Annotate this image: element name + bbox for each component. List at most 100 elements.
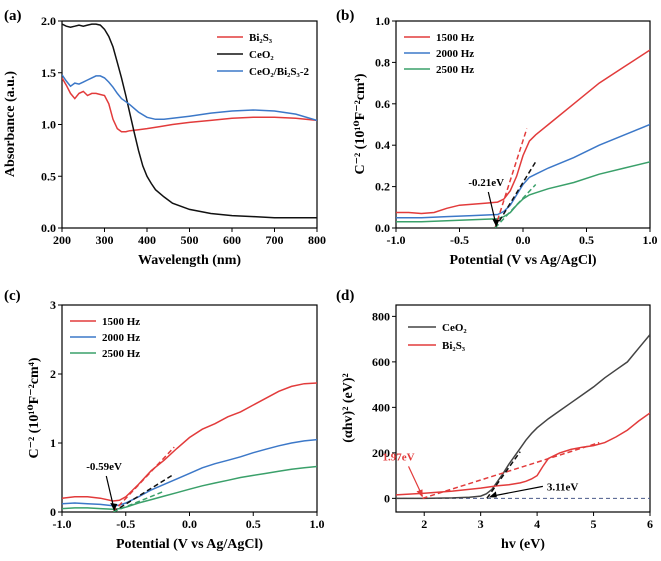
y-tick-label: 400 [372,400,390,414]
y-tick-label: 1.0 [375,14,390,28]
x-tick-label: 0.5 [246,517,261,531]
plot-area [62,23,317,219]
y-tick-label: 200 [372,446,390,460]
y-tick-label: 1 [50,436,56,450]
y-tick-label: 1.0 [41,118,56,132]
fit-line [494,184,537,228]
series-line-bi2s3 [396,412,650,496]
annotation-arrowhead-2 [488,491,497,498]
series-line-2000-hz [396,123,650,219]
y-tick-label: 0.2 [375,180,390,194]
legend-entry: 1500 Hz [436,32,474,44]
annotation-label: -0.21eV [468,177,504,189]
y-tick-label: 0.0 [375,221,390,235]
x-tick-label: -1.0 [53,517,72,531]
panel-label-d: (d) [336,288,354,304]
x-axis-label: hv (eV) [501,537,545,552]
y-tick-label: 0.6 [375,97,390,111]
x-axis-label: Potential (V vs Ag/AgCl) [116,537,263,552]
y-tick-label: 3 [50,298,56,312]
fit-line [112,473,175,512]
x-tick-label: 800 [308,233,326,247]
x-tick-label: 0.5 [579,233,594,247]
x-axis-label: Potential (V vs Ag/AgCl) [449,253,596,268]
x-tick-label: 200 [53,233,71,247]
y-tick-label: 0 [384,491,390,505]
legend-entry: Bi₂S₃ [249,32,273,44]
plot-frame [61,304,318,513]
x-tick-label: 6 [647,517,653,531]
plot-frame [395,20,651,229]
x-tick-label: 0.0 [182,517,197,531]
annotation-arrowhead [492,219,500,227]
chart-panel-c: -1.0 -0.5 0.0 0.5 1.0 0 1 2 3 Potential (V vs Ag/… [27,298,325,552]
panel-label-a: (a) [4,8,22,24]
x-tick-label: 2 [421,517,427,531]
y-axis-label: (αhv)² (eV)² [341,373,356,442]
series-line-2000-hz [62,438,317,507]
series-line-ceo2-bi2s3-2 [62,74,317,122]
legend-entry: Bi₂S₃ [442,340,466,352]
y-tick-label: 0.5 [41,169,56,183]
y-tick-label: 800 [372,309,390,323]
y-axis-label: Absorbance (a.u.) [3,71,18,178]
y-tick-label: 2 [50,367,56,381]
plot-frame [395,304,651,513]
x-tick-label: 3 [478,517,484,531]
plot-area [62,382,317,512]
y-tick-label: 0.0 [41,221,56,235]
y-tick-label: 600 [372,355,390,369]
series-line-ceo2 [62,23,317,219]
panel-label-c: (c) [4,288,21,304]
legend-entry: 2000 Hz [102,332,140,344]
y-tick-label: 0.4 [375,138,390,152]
plot-area [396,334,650,500]
y-tick-label: 1.5 [41,66,56,80]
fit-line [494,128,528,228]
annotation-arrow-2 [490,485,543,497]
series-line-bi2s3 [62,77,317,133]
series-line-2500-hz [62,465,317,510]
annotation-label-2: 3.11eV [547,481,579,493]
annotation-label-1: 1.97eV [383,451,415,463]
x-tick-label: -1.0 [387,233,406,247]
y-axis-label: C⁻² (10¹⁰F⁻²cm⁴) [27,357,42,458]
fit-line [112,446,175,512]
y-tick-label: 0 [50,505,56,519]
legend-entry: 2500 Hz [102,348,140,360]
x-tick-label: 600 [223,233,241,247]
panel-label-b: (b) [336,8,354,24]
x-tick-label: 300 [96,233,114,247]
fit-line [486,451,521,499]
legend-entry: 2000 Hz [436,48,474,60]
chart-panel-b: -1.0 -0.5 0.0 0.5 1.0 0.0 0.2 0.4 0.6 0.8 1.0 Poten… [353,14,658,268]
x-tick-label: 5 [591,517,597,531]
legend-entry: CeO₂/Bi₂S₃-2 [249,66,310,78]
fit-line [422,441,600,500]
annotation-arrowhead-1 [416,489,423,498]
chart-panel-a: 200 300 400 500 600 700 800 0.0 0.5 1.0 1.5 2.0 Wave… [3,14,326,268]
fit-line [112,490,165,512]
annotation-arrowhead [110,503,118,511]
x-tick-label: -0.5 [450,233,469,247]
series-line-1500-hz [396,49,650,215]
plot-frame [61,20,318,229]
x-tick-label: 700 [266,233,284,247]
x-tick-label: 1.0 [310,517,325,531]
x-tick-label: 400 [138,233,156,247]
series-line-1500-hz [62,382,317,502]
x-tick-label: 1.0 [643,233,658,247]
y-axis-label: C⁻² (10¹⁰F⁻²cm⁴) [353,73,368,174]
legend-entry: 2500 Hz [436,64,474,76]
fit-line [494,161,537,228]
y-tick-label: 2.0 [41,14,56,28]
chart-panel-d: 2 3 4 5 6 0 200 400 600 800 hv (eV) (αhv)² (eV)² CeO… [341,304,653,552]
plot-area [396,49,650,228]
annotation-label: -0.59eV [86,461,122,473]
x-tick-label: 4 [534,517,540,531]
y-tick-label: 0.8 [375,55,390,69]
legend-entry: CeO₂ [442,322,467,334]
series-line-ceo2 [396,334,650,500]
x-tick-label: 500 [181,233,199,247]
